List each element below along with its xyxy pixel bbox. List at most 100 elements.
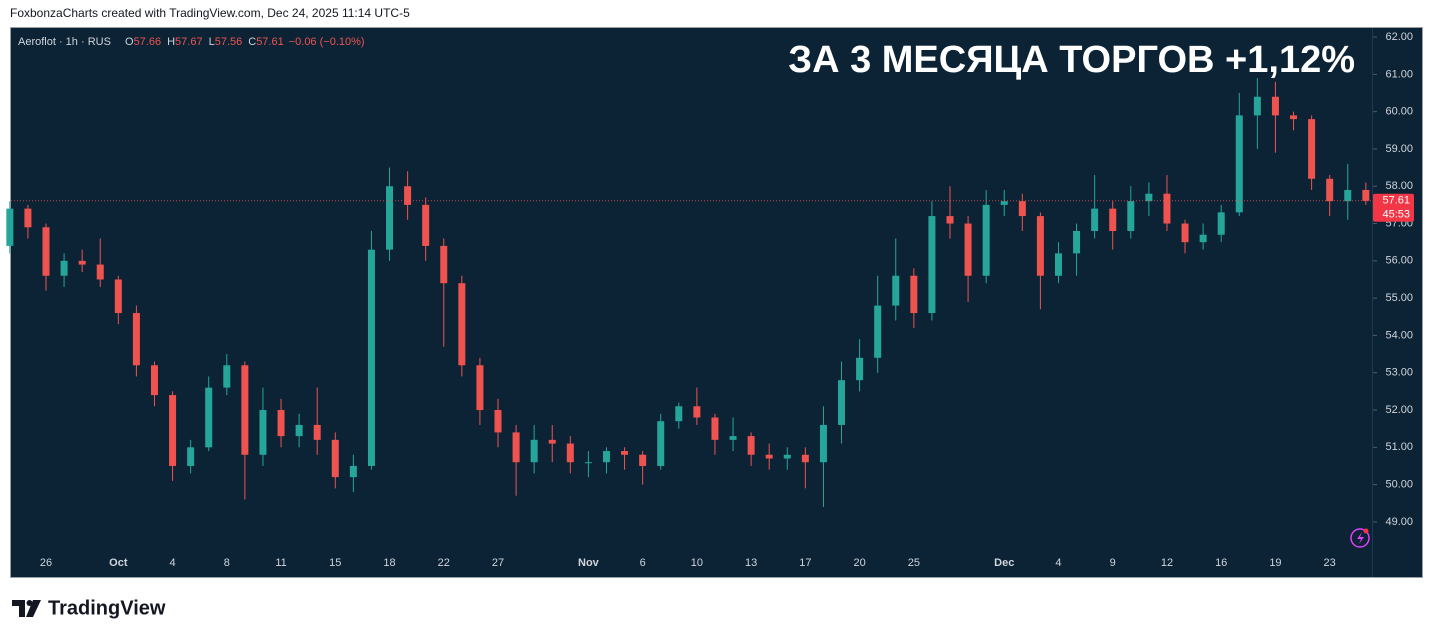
candle-body	[494, 410, 502, 433]
ohlc-value: 57.61	[256, 36, 284, 48]
x-tick-label: 13	[745, 557, 757, 569]
icon-bolt	[1357, 532, 1364, 544]
y-tick-label: 61.00	[1385, 68, 1413, 80]
ohlc-key: C	[248, 36, 256, 48]
y-tick-label: 62.00	[1385, 31, 1413, 43]
chart-panel	[10, 27, 1423, 578]
candle-body	[331, 439, 339, 478]
candle-body	[241, 365, 249, 455]
candle-body	[42, 227, 50, 276]
x-tick-label: 23	[1324, 557, 1336, 569]
candle-body	[223, 365, 231, 388]
candle-body	[114, 279, 122, 314]
icon-dot	[1363, 528, 1369, 534]
candle-body	[404, 186, 412, 205]
candle-body	[1073, 230, 1081, 254]
candle-body	[440, 245, 448, 284]
ohlc-key: H	[167, 36, 175, 48]
candle-body	[711, 417, 719, 440]
x-tick-label: Dec	[994, 557, 1014, 569]
x-tick-label: 20	[853, 557, 865, 569]
x-tick-label: 8	[224, 557, 230, 569]
candle-body	[602, 451, 610, 463]
change: −0.06 (−0.10%)	[289, 36, 365, 48]
candle-body	[205, 387, 213, 448]
candle-body	[386, 186, 394, 250]
ohlc-value: 57.67	[175, 36, 203, 48]
candle-body	[169, 395, 177, 466]
x-tick-label: 19	[1269, 557, 1281, 569]
candle-body	[584, 462, 592, 464]
candle-body	[512, 432, 520, 463]
y-tick-label: 56.00	[1385, 255, 1413, 267]
x-tick-label: 17	[799, 557, 811, 569]
candle-body	[783, 454, 791, 459]
candle-body	[1253, 96, 1261, 116]
y-tick-label: 54.00	[1385, 329, 1413, 341]
brand-logo: TradingView	[12, 597, 166, 619]
ohlc-value: 57.56	[215, 36, 243, 48]
candle-body	[838, 380, 846, 425]
ohlc-key: L	[209, 36, 215, 48]
x-tick-label: Nov	[578, 557, 600, 569]
x-tick-label: 6	[640, 557, 646, 569]
x-tick-label: 11	[275, 557, 286, 569]
candle-body	[801, 454, 809, 463]
candle-body	[1308, 119, 1316, 179]
icon-ring	[1350, 528, 1370, 548]
candle-body	[367, 249, 375, 466]
candle-body	[765, 454, 773, 459]
watermark: FoxbonzaCharts created with TradingView.…	[10, 6, 410, 20]
logo-shape	[12, 600, 25, 617]
ohlc-legend: Aeroflot · 1h · RUS O57.66 H57.67 L57.56 C5…	[18, 36, 365, 48]
y-tick-label: 60.00	[1385, 106, 1413, 118]
candle-body	[6, 208, 14, 246]
x-tick-label: 15	[329, 557, 341, 569]
candle-body	[729, 436, 737, 440]
x-tick-label: 10	[691, 557, 703, 569]
candle-body	[1217, 212, 1225, 235]
candle-body	[747, 436, 755, 455]
candle-body	[132, 313, 140, 366]
x-tick-label: 4	[169, 557, 175, 569]
candle-body	[1181, 223, 1189, 243]
ohlc-values: O57.66 H57.67 L57.56 C57.61 −0.06 (−0.10%)	[125, 36, 365, 48]
candle-body	[928, 216, 936, 314]
x-tick-label: 18	[383, 557, 395, 569]
x-tick-label: 12	[1161, 557, 1173, 569]
brand-name: TradingView	[48, 597, 166, 619]
candle-body	[1199, 234, 1207, 243]
candle-body	[1326, 178, 1334, 202]
candle-body	[621, 451, 629, 455]
x-tick-label: 9	[1110, 557, 1116, 569]
candle-body	[295, 424, 303, 437]
chart-title: ЗА 3 МЕСЯЦА ТОРГОВ +1,12%	[788, 39, 1355, 81]
candle-body	[566, 443, 574, 463]
candle-body	[1145, 193, 1153, 202]
x-tick-label: Oct	[109, 557, 128, 569]
logo-dot	[26, 600, 33, 606]
last-price-box	[1373, 193, 1414, 222]
x-tick-label: 4	[1055, 557, 1061, 569]
candle-body	[1127, 201, 1135, 231]
candle-body	[982, 204, 990, 276]
ohlc-key: O	[125, 36, 134, 48]
symbol: Aeroflot · 1h · RUS	[18, 36, 111, 48]
candle-body	[277, 410, 285, 437]
candle-body	[693, 406, 701, 418]
candle-body	[259, 410, 267, 455]
candle-body	[1018, 201, 1026, 217]
candle-body	[1054, 253, 1062, 276]
x-tick-label: 27	[492, 557, 504, 569]
candle-body	[819, 424, 827, 463]
candle-body	[24, 208, 32, 228]
candle-body	[1091, 208, 1099, 231]
candle-body	[458, 283, 466, 366]
candle-body	[639, 454, 647, 466]
candle-body	[313, 424, 321, 440]
candle-body	[530, 439, 538, 463]
y-tick-label: 49.00	[1385, 516, 1413, 528]
y-tick-label: 50.00	[1385, 479, 1413, 491]
